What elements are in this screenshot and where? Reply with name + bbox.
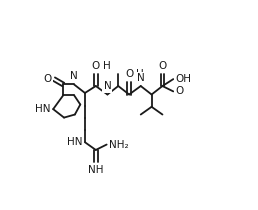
Text: HN: HN (35, 104, 51, 114)
Text: O: O (92, 61, 100, 71)
Text: O: O (176, 87, 184, 96)
Text: O: O (158, 61, 167, 71)
Text: H: H (103, 61, 110, 71)
Text: N: N (103, 81, 111, 91)
Text: O: O (125, 69, 133, 79)
Text: HN: HN (67, 137, 83, 147)
Text: N: N (137, 73, 145, 83)
Text: N: N (70, 71, 78, 81)
Text: H: H (136, 69, 144, 79)
Text: O: O (43, 74, 52, 84)
Text: NH₂: NH₂ (109, 140, 128, 150)
Text: NH: NH (88, 165, 103, 175)
Text: OH: OH (176, 74, 192, 84)
